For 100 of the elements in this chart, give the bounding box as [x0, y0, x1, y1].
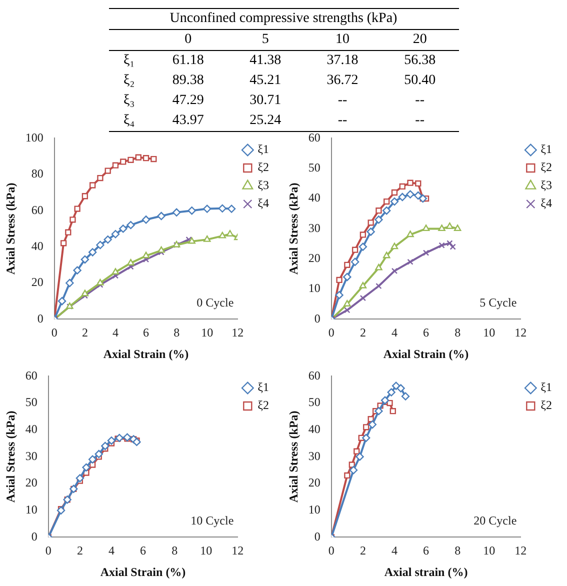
data-label: -- — [336, 92, 348, 110]
x-tick-label: 10 — [483, 544, 496, 558]
y-tick-label: 60 — [31, 202, 44, 217]
legend-label: ξ2 — [258, 398, 270, 412]
x-tick-label: 8 — [174, 326, 180, 340]
x-axis-title: Axial Strain (%) — [100, 564, 186, 579]
x-tick-label: 2 — [76, 544, 83, 558]
text: Unconfined compressive strengths (kPa) — [108, 8, 458, 30]
data-label: 43.97 — [150, 111, 227, 132]
x-tick-label: 2 — [82, 326, 88, 340]
y-tick-label: 0 — [314, 311, 320, 326]
legend-label: ξ1 — [258, 142, 270, 156]
y-tick-label: 30 — [25, 448, 38, 463]
y-tick-label: 40 — [308, 422, 320, 436]
data-label: 37.18 — [326, 52, 360, 70]
y-tick-label: 40 — [308, 190, 320, 205]
y-tick-label: 20 — [308, 476, 320, 490]
category-label: ξ₂ — [122, 72, 136, 90]
text: 0 — [150, 30, 227, 50]
y-tick-label: 50 — [308, 160, 320, 175]
x-tick-label: 12 — [514, 326, 527, 340]
y-tick-label: 10 — [25, 502, 38, 517]
legend-label: ξ1 — [540, 142, 552, 156]
x-tick-label: 4 — [112, 326, 118, 340]
annotation: 0 Cycle — [196, 295, 234, 310]
legend-label: ξ1 — [540, 380, 552, 394]
y-tick-label: 60 — [308, 130, 320, 144]
x-tick-label: 10 — [483, 326, 496, 340]
y-axis-title: Axial Stress (kPa) — [286, 410, 300, 503]
x-tick-label: 6 — [423, 544, 430, 558]
category-label: ξ₁ — [122, 52, 136, 70]
x-tick-label: 4 — [108, 544, 114, 558]
x-tick-label: 8 — [454, 326, 461, 340]
x-axis-title: Axial strain (%) — [384, 564, 468, 579]
x-tick-label: 12 — [514, 544, 527, 558]
data-label: 61.18 — [171, 52, 205, 70]
data-label: 50.40 — [403, 72, 437, 90]
x-tick-label: 4 — [391, 326, 398, 340]
y-tick-label: 30 — [308, 448, 320, 463]
y-axis-title: Axial Stress (kPa) — [3, 410, 18, 503]
annotation: 20 Cycle — [474, 513, 517, 528]
data-label: -- — [414, 92, 426, 110]
annotation: 5 Cycle — [480, 295, 517, 310]
y-axis-title: Axial Stress (kPa) — [3, 182, 18, 275]
data-label: 56.38 — [403, 52, 437, 70]
y-tick-label: 40 — [25, 422, 38, 436]
legend-label: ξ3 — [540, 178, 552, 192]
data-label: 47.29 — [171, 92, 205, 110]
x-tick-label: 0 — [328, 326, 334, 340]
y-tick-label: 0 — [314, 529, 320, 544]
data-label: -- — [304, 111, 382, 132]
y-axis-title: Axial Stress (kPa) — [286, 182, 300, 275]
y-tick-label: 0 — [31, 529, 38, 544]
category-label: ξ₃ — [122, 92, 136, 110]
legend-label: ξ2 — [540, 398, 552, 412]
legend-label: ξ4 — [258, 196, 270, 210]
x-axis-title: Axial Strain (%) — [103, 346, 189, 361]
y-tick-label: 100 — [25, 130, 44, 144]
x-axis-title: Axial Strain (%) — [383, 346, 469, 361]
annotation: 10 Cycle — [190, 513, 234, 528]
y-tick-label: 60 — [308, 368, 320, 382]
x-tick-label: 12 — [232, 326, 244, 340]
x-tick-label: 10 — [200, 544, 212, 558]
y-tick-label: 20 — [31, 275, 44, 290]
legend-label: ξ3 — [258, 178, 270, 192]
x-tick-label: 4 — [391, 544, 398, 558]
data-label: 30.71 — [248, 92, 282, 110]
legend-label: ξ4 — [540, 196, 552, 210]
y-tick-label: 50 — [308, 395, 320, 410]
data-label: 89.38 — [171, 72, 205, 90]
x-tick-label: 12 — [232, 544, 244, 558]
y-tick-label: 10 — [308, 281, 320, 296]
y-tick-label: 20 — [25, 476, 38, 490]
x-tick-label: 8 — [172, 544, 178, 558]
category-label: ξ₄ — [108, 111, 150, 132]
x-tick-label: 6 — [423, 326, 430, 340]
y-tick-label: 20 — [308, 251, 320, 266]
text: 5 — [226, 30, 304, 50]
data-label: 41.38 — [248, 52, 282, 70]
y-tick-label: 50 — [25, 395, 38, 410]
y-tick-label: 40 — [31, 238, 44, 253]
data-label: -- — [381, 111, 458, 132]
x-tick-label: 0 — [328, 544, 334, 558]
y-tick-label: 60 — [25, 368, 38, 382]
x-tick-label: 8 — [454, 544, 461, 558]
data-label: 45.21 — [248, 72, 282, 90]
x-tick-label: 6 — [140, 544, 146, 558]
y-tick-label: 30 — [308, 220, 320, 235]
x-tick-label: 0 — [51, 326, 58, 340]
legend-label: ξ1 — [258, 380, 270, 394]
y-tick-label: 0 — [37, 311, 44, 326]
y-tick-label: 80 — [31, 166, 44, 181]
x-tick-label: 2 — [360, 544, 366, 558]
legend-label: ξ2 — [258, 160, 270, 174]
text: 20 — [381, 30, 458, 50]
y-tick-label: 10 — [308, 502, 320, 517]
x-tick-label: 6 — [143, 326, 150, 340]
x-tick-label: 2 — [360, 326, 366, 340]
legend-label: ξ2 — [540, 160, 552, 174]
x-tick-label: 10 — [201, 326, 214, 340]
